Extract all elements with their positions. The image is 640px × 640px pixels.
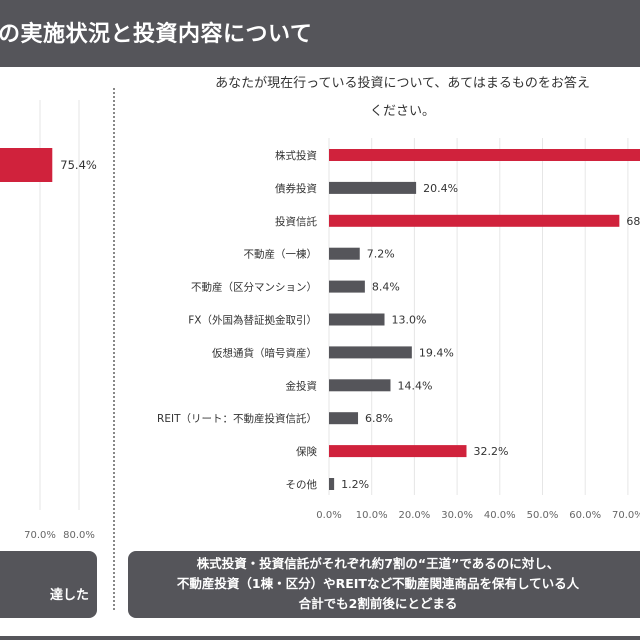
value-label: 20.4% <box>423 182 458 195</box>
x-tick-label: 30.0% <box>441 510 473 521</box>
category-label: FX（外国為替証拠金取引） <box>188 314 317 327</box>
value-label: 19.4% <box>419 346 454 359</box>
x-tick-label: 0.0% <box>316 510 341 521</box>
left-x-tick-label: 80.0% <box>63 530 95 541</box>
bottom-rule <box>0 636 640 640</box>
x-tick-label: 60.0% <box>569 510 601 521</box>
left-caption-box: 達した <box>0 551 97 618</box>
header-bar: の実施状況と投資内容について <box>0 0 640 67</box>
bar-8 <box>329 412 359 425</box>
category-label: 不動産（区分マンション） <box>191 281 317 294</box>
bar-4 <box>329 280 365 293</box>
value-label: 32.2% <box>473 445 508 458</box>
category-label: 金投資 <box>286 379 318 392</box>
left-bar-0 <box>0 148 53 182</box>
left-value-label: 75.4% <box>60 158 97 172</box>
x-tick-label: 20.0% <box>399 510 431 521</box>
value-label: 7.2% <box>367 248 395 261</box>
bar-1 <box>329 181 417 194</box>
caption-line-3: 合計でも2割前後にとどまる <box>298 596 458 611</box>
category-label: REIT（リート：不動産投資信託） <box>157 412 317 425</box>
category-label: 投資信託 <box>275 215 317 228</box>
left-caption-text: 達した <box>49 588 89 603</box>
caption-line-2: 不動産投資（1棟・区分）やREITなど不動産関連商品を保有している人 <box>176 576 580 591</box>
value-label: 8.4% <box>372 281 400 294</box>
category-label: 仮想通貨（暗号資産） <box>212 346 317 359</box>
bar-3 <box>329 247 360 260</box>
value-label: 13.0% <box>392 314 427 327</box>
value-label: 6.8% <box>365 412 393 425</box>
question-line-1: あなたが現在行っている投資について、あてはまるものをお答え <box>215 76 590 91</box>
category-label: 株式投資 <box>275 149 317 162</box>
question-line-2: ください。 <box>369 104 435 119</box>
bar-0 <box>329 149 640 161</box>
x-tick-label: 50.0% <box>527 510 559 521</box>
value-label: 14.4% <box>397 379 432 392</box>
page-title: の実施状況と投資内容について <box>0 22 313 47</box>
bar-6 <box>329 346 412 359</box>
chart-question: あなたが現在行っている投資について、あてはまるものをお答え ください。 <box>160 70 640 126</box>
x-tick-label: 70.0% <box>612 510 640 521</box>
category-label: 債券投資 <box>275 182 317 195</box>
x-tick-label: 40.0% <box>484 510 516 521</box>
bar-5 <box>329 313 385 326</box>
left-x-tick-label: 70.0% <box>24 530 56 541</box>
bar-7 <box>329 379 391 392</box>
bar-10 <box>329 478 335 490</box>
x-tick-label: 10.0% <box>356 510 388 521</box>
value-label: 1.2% <box>341 478 369 491</box>
value-label: 68 <box>626 215 640 228</box>
caption-line-1: 株式投資・投資信託がそれぞれ約7割の“王道”であるのに対し、 <box>196 556 560 571</box>
category-label: その他 <box>286 478 318 491</box>
panel-divider <box>113 88 115 610</box>
bar-9 <box>329 445 467 458</box>
bar-2 <box>329 214 620 227</box>
right-caption-box: 株式投資・投資信託がそれぞれ約7割の“王道”であるのに対し、 不動産投資（1棟・… <box>128 551 640 618</box>
category-label: 保険 <box>296 445 317 458</box>
category-label: 不動産（一棟） <box>244 248 318 261</box>
